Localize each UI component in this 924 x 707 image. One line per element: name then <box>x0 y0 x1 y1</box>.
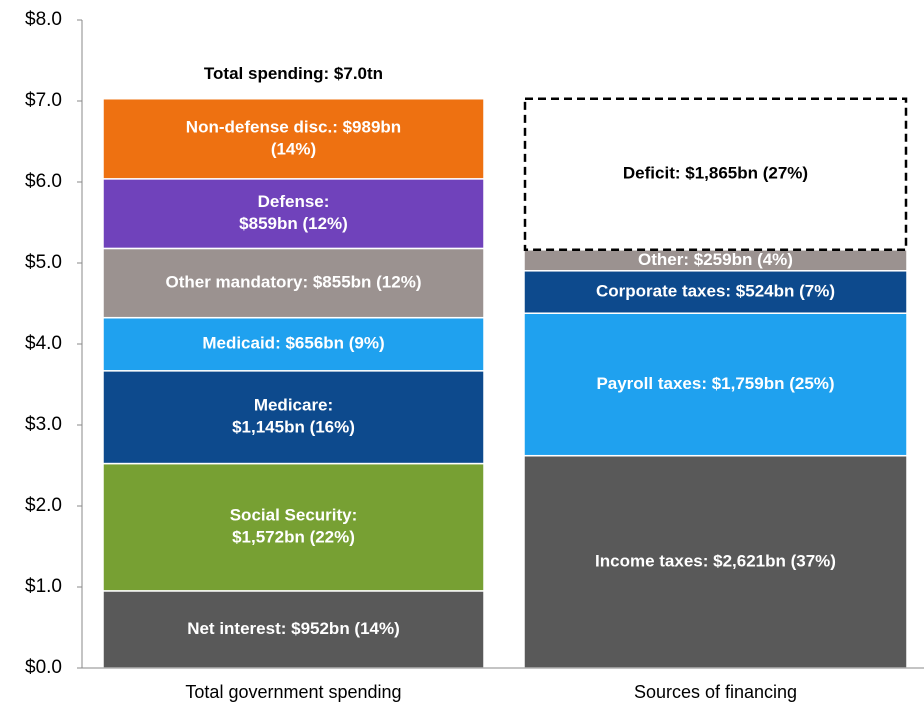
segment-label: Corporate taxes: $524bn (7%) <box>596 281 835 300</box>
segment-label: Social Security: <box>230 506 358 525</box>
segment-label: Non-defense disc.: $989bn <box>186 117 401 136</box>
segment-label: Other mandatory: $855bn (12%) <box>165 273 421 292</box>
segment-label: (14%) <box>271 139 316 158</box>
segment-label: $1,145bn (16%) <box>232 418 355 437</box>
y-tick-label: $4.0 <box>25 333 62 354</box>
bar-segment <box>523 454 908 669</box>
segment-label: $859bn (12%) <box>239 214 348 233</box>
x-tick-label: Sources of financing <box>634 682 797 702</box>
segment-label: Income taxes: $2,621bn (37%) <box>595 551 836 570</box>
bar-segment <box>523 312 908 457</box>
segment-label: Medicare: <box>254 396 333 415</box>
y-tick-label: $2.0 <box>25 495 62 516</box>
bar-segment <box>102 316 485 372</box>
bar-segment <box>102 370 485 465</box>
segment-label: Other: $259bn (4%) <box>638 250 793 269</box>
segment-label: Net interest: $952bn (14%) <box>187 619 400 638</box>
segment-label: Deficit: $1,865bn (27%) <box>623 164 808 183</box>
bar-segment <box>523 270 908 314</box>
y-tick-label: $5.0 <box>25 252 62 273</box>
bar-segment <box>102 178 485 250</box>
bar-segment <box>102 462 485 592</box>
y-tick-label: $6.0 <box>25 171 62 192</box>
segment-label: Medicaid: $656bn (9%) <box>202 334 384 353</box>
segment-label: Defense: <box>258 192 330 211</box>
y-tick-label: $0.0 <box>25 657 62 678</box>
bar-segment <box>523 97 908 252</box>
x-tick-label: Total government spending <box>185 682 401 702</box>
segment-label: $1,572bn (22%) <box>232 528 355 547</box>
y-tick-label: $1.0 <box>25 576 62 597</box>
bar-segment <box>102 97 485 180</box>
segment-label: Payroll taxes: $1,759bn (25%) <box>596 374 834 393</box>
y-tick-label: $7.0 <box>25 90 62 111</box>
y-tick-label: $3.0 <box>25 414 62 435</box>
bar-segment <box>102 247 485 319</box>
y-tick-label: $8.0 <box>25 9 62 30</box>
annotation: Total spending: $7.0tn <box>204 64 383 83</box>
